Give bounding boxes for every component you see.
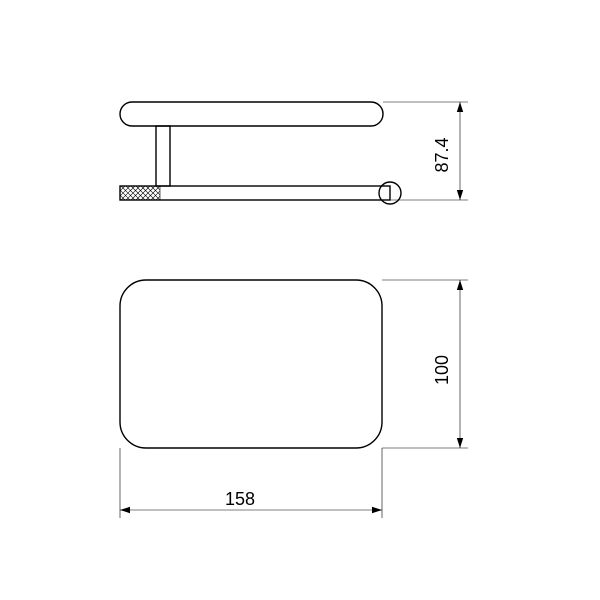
dimension-height-100: 100 (382, 280, 468, 448)
dimension-height-87-4: 87.4 (383, 102, 468, 200)
dimension-width-158: 158 (120, 448, 382, 518)
top-view-shelf (120, 102, 383, 126)
top-view-rod (120, 186, 390, 200)
bottom-view-plate (120, 280, 382, 448)
dimension-label: 100 (432, 355, 452, 385)
top-view-post (156, 126, 170, 186)
top-view-knurl-hatch (106, 186, 170, 200)
dimension-label: 158 (225, 489, 255, 509)
dimension-label: 87.4 (432, 137, 452, 172)
